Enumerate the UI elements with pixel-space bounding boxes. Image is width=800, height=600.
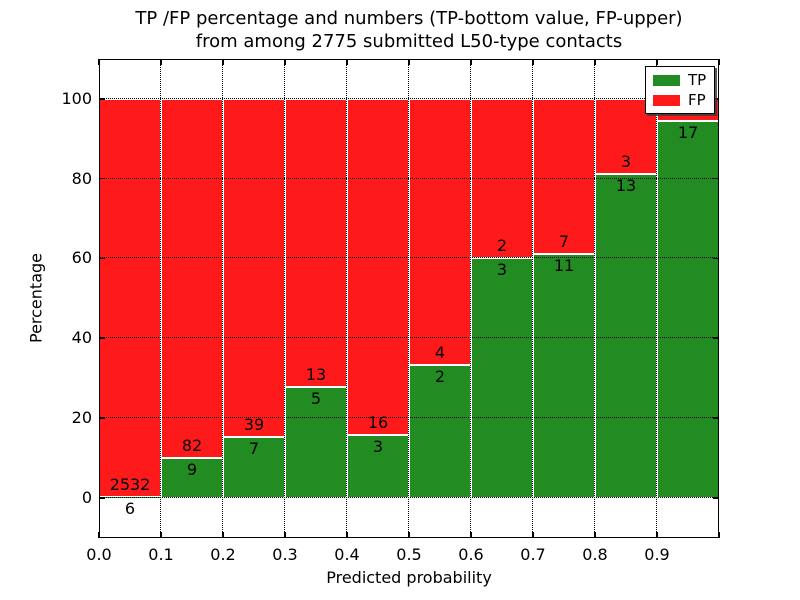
y-tick-label: 60 (71, 248, 92, 268)
legend-swatch-tp-icon (653, 74, 680, 86)
bar-count-label-fp: 7 (558, 231, 570, 251)
bar-count-label-tp: 11 (553, 255, 575, 275)
x-tickmark-bottom (470, 532, 472, 538)
x-tick-label: 0.9 (644, 545, 670, 564)
bar-count-label-tp: 6 (124, 498, 136, 518)
chart-title-line1: TP /FP percentage and numbers (TP-bottom… (135, 8, 683, 29)
x-tickmark-bottom (656, 532, 658, 538)
x-tickmark-bottom (98, 532, 100, 538)
y-tickmark-right (713, 177, 719, 180)
legend-label-tp: TP (688, 71, 707, 89)
y-tickmark-left (99, 337, 105, 339)
y-tick-label: 20 (71, 407, 92, 427)
x-tickmark-top (532, 59, 534, 65)
bar-count-label-tp: 3 (496, 260, 508, 280)
bar-segment-tp (409, 364, 471, 498)
y-tickmark-left (99, 257, 105, 260)
bar-count-label-tp: 17 (677, 123, 699, 143)
x-tick-label: 0.2 (210, 545, 236, 564)
x-tickmark-top (470, 59, 472, 65)
y-tickmark-left (99, 496, 105, 499)
legend-item-tp: TP (653, 72, 706, 88)
x-tickmark-top (346, 59, 348, 65)
x-tickmark-top (656, 59, 658, 65)
x-tick-label: 0.8 (582, 545, 608, 564)
bar-count-label-fp: 4 (434, 342, 446, 362)
x-tickmark-bottom (408, 532, 410, 538)
y-tick-label: 100 (61, 88, 92, 108)
bar-segment-fp (99, 98, 161, 497)
bar-segment-tp (657, 121, 719, 498)
x-tickmark-top (408, 59, 410, 65)
legend-label-fp: FP (688, 91, 706, 109)
y-tickmark-left (99, 98, 105, 100)
x-tickmark-bottom (346, 532, 348, 538)
bar-count-label-fp: 3 (620, 151, 632, 171)
chart-title-line2: from among 2775 submitted L50-type conta… (195, 31, 623, 52)
y-tick-label: 80 (71, 168, 92, 188)
x-tickmark-top (98, 59, 100, 65)
bar-segment-tp (99, 496, 161, 498)
bar-segment-tp (533, 253, 595, 498)
x-tickmark-top (718, 59, 720, 65)
legend-swatch-fp-icon (653, 94, 680, 106)
plot-area: 6 2532 9 82 7 39 5 13 3 16 2 4 3 2 11 7 13 3 17 (98, 59, 720, 538)
y-tickmark-left (99, 417, 105, 419)
x-tick-label: 0.0 (86, 545, 112, 564)
legend-item-fp: FP (653, 92, 706, 108)
legend: TP FP (645, 66, 716, 114)
bar-count-label-fp: 2 (496, 236, 508, 256)
y-tickmark-left (99, 177, 105, 180)
x-tick-label: 0.3 (272, 545, 298, 564)
bar-segment-fp (285, 98, 347, 387)
bar-segment-tp (223, 437, 285, 498)
bar-segment-tp (595, 173, 657, 498)
x-tickmark-bottom (222, 532, 224, 538)
bar-count-label-tp: 3 (372, 436, 384, 456)
x-tickmark-top (160, 59, 162, 65)
x-tickmark-top (594, 59, 596, 65)
x-tickmark-bottom (160, 532, 162, 538)
y-tickmark-right (713, 417, 719, 419)
x-tick-label: 0.1 (148, 545, 174, 564)
y-tickmark-right (713, 496, 719, 499)
bar-segment-fp (409, 98, 471, 365)
x-tickmark-bottom (284, 532, 286, 538)
bar-count-label-fp: 82 (181, 436, 203, 456)
bar-segment-fp (533, 98, 595, 254)
x-tickmark-bottom (532, 532, 534, 538)
bar-count-label-fp: 13 (305, 364, 327, 384)
y-tick-label: 0 (81, 487, 92, 507)
bar-segment-fp (161, 98, 223, 459)
chart-title: TP /FP percentage and numbers (TP-bottom… (99, 7, 719, 53)
x-tickmark-bottom (594, 532, 596, 538)
bar-segment-fp (471, 98, 533, 259)
x-tick-label: 0.7 (520, 545, 546, 564)
bar-count-label-tp: 9 (186, 460, 198, 480)
x-tick-label: 0.4 (334, 545, 360, 564)
bar-segment-tp (471, 258, 533, 498)
x-tick-label: 0.6 (458, 545, 484, 564)
bar-count-label-tp: 2 (434, 366, 446, 386)
y-tickmark-right (713, 98, 719, 100)
x-tick-label: 0.5 (396, 545, 422, 564)
bar-count-label-fp: 16 (367, 412, 389, 432)
x-tickmark-top (284, 59, 286, 65)
bar-count-label-tp: 7 (248, 439, 260, 459)
x-tickmark-top (222, 59, 224, 65)
bar-count-label-fp: 39 (243, 415, 265, 435)
bar-segment-fp (223, 98, 285, 438)
bar-count-label-fp: 2532 (109, 474, 151, 494)
bar-count-label-tp: 13 (615, 175, 637, 195)
x-axis-label: Predicted probability (326, 568, 492, 587)
bar-count-label-tp: 5 (310, 388, 322, 408)
bar-segment-fp (347, 98, 409, 435)
y-tick-label: 40 (71, 328, 92, 348)
x-tickmark-bottom (718, 532, 720, 538)
y-tickmark-right (713, 337, 719, 339)
y-tickmark-right (713, 257, 719, 260)
